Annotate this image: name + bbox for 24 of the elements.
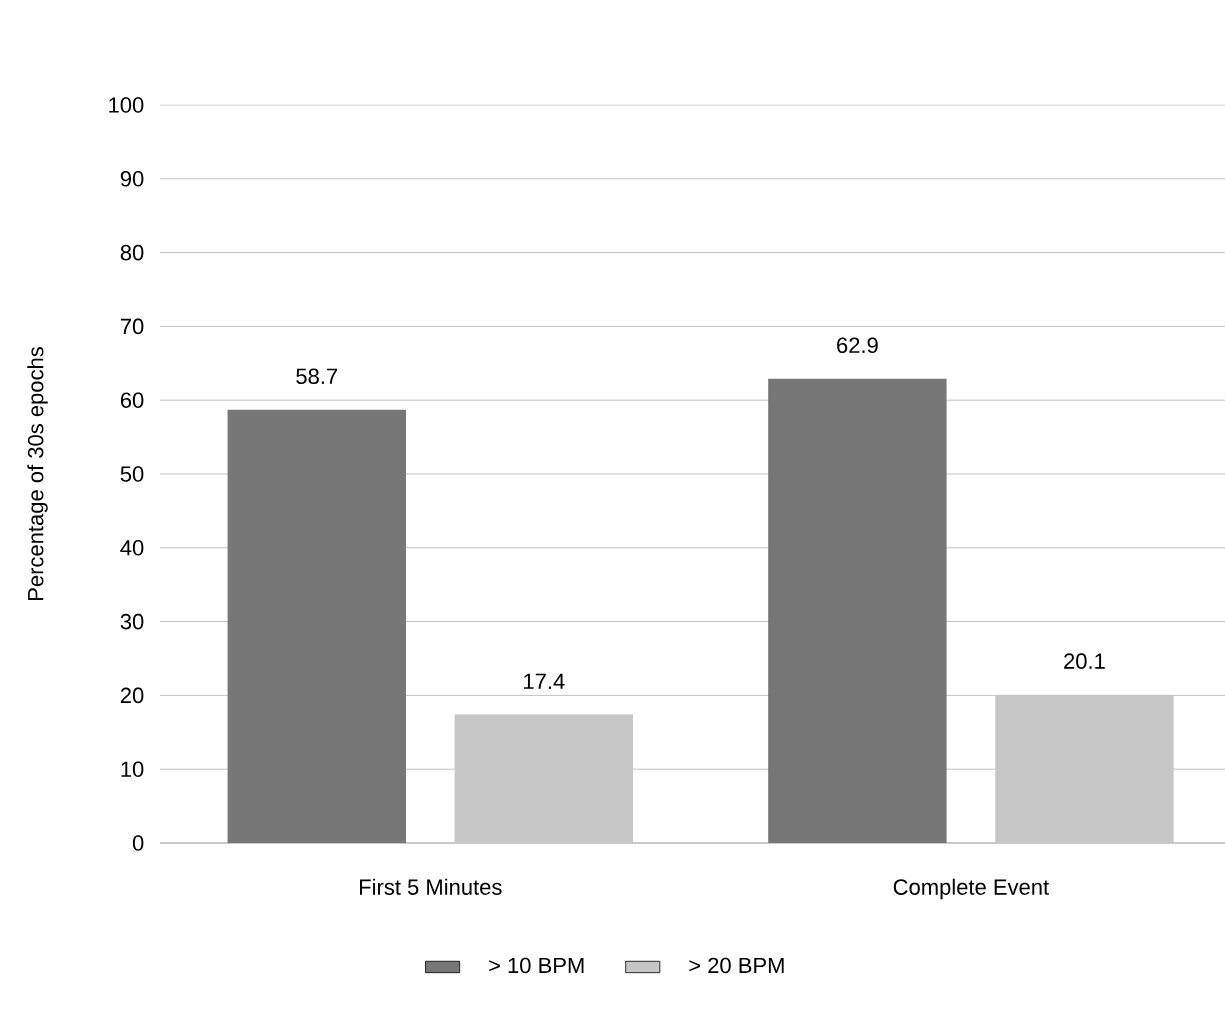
- x-tick-label: Complete Event: [893, 878, 1049, 900]
- y-tick-label: 20: [120, 687, 144, 704]
- legend-label: > 10 BPM: [489, 957, 584, 974]
- y-tick-label: 70: [120, 318, 144, 335]
- y-tick-label: 40: [120, 540, 144, 556]
- data-label: 20.1: [1064, 653, 1105, 669]
- bar: [227, 409, 406, 843]
- y-tick-label: 100: [109, 97, 144, 113]
- data-label: 62.9: [837, 337, 878, 354]
- y-tick-label: 90: [120, 171, 144, 187]
- y-tick-label: 0: [132, 835, 144, 851]
- y-tick-label: 30: [120, 613, 144, 630]
- y-tick-label: 10: [121, 761, 144, 777]
- y-tick-label: 80: [120, 244, 144, 261]
- bar: [454, 714, 634, 843]
- legend-label: > 20 BPM: [689, 957, 784, 974]
- y-axis-title: Percentage of 30s epochs: [27, 347, 48, 600]
- y-tick-label: 60: [120, 392, 144, 408]
- data-label: 17.4: [524, 673, 565, 689]
- data-label: 58.7: [296, 368, 338, 385]
- bar: [995, 694, 1174, 843]
- bar: [768, 378, 947, 843]
- y-tick-label: 50: [120, 466, 144, 482]
- x-tick-label: First 5 Minutes: [360, 878, 502, 895]
